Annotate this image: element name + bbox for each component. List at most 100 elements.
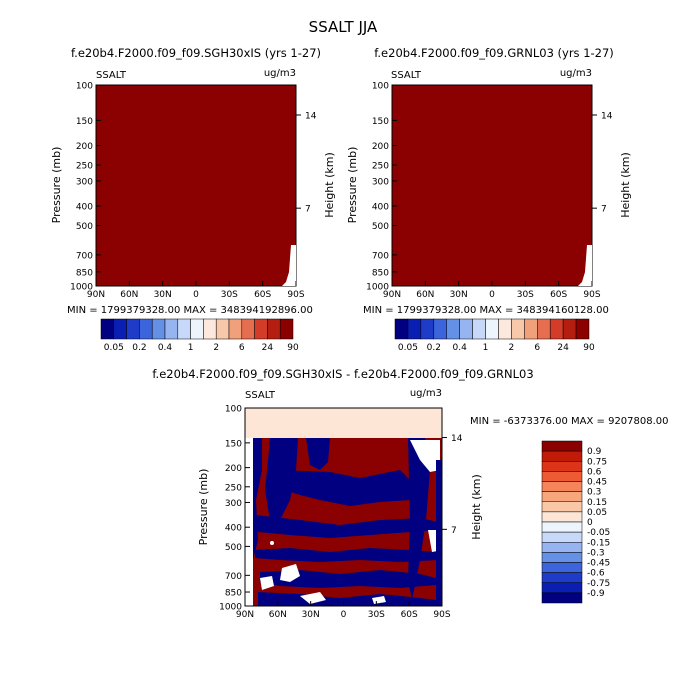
y2tick-label: 7 xyxy=(305,205,311,215)
xtick-label: 30N xyxy=(450,290,468,300)
panel-2-yticks: 100 150 200 250 300 400 500 700 850 1000 xyxy=(366,82,397,293)
ytick-label: 400 xyxy=(225,524,242,534)
xtick-label: 90S xyxy=(583,290,600,300)
ytick-label: 700 xyxy=(225,572,242,582)
panel-2-min-max: MIN = 1799379328.00 MAX = 348394160128.0… xyxy=(363,305,609,316)
ytick-label: 200 xyxy=(372,142,389,152)
panel-3-xticks: 90N 60N 30N 0 30S 60S 90S xyxy=(236,601,451,620)
colorbar-swatch xyxy=(524,318,538,340)
colorbar-label: -0.75 xyxy=(587,579,610,589)
panel-3-left-label: SSALT xyxy=(245,390,276,401)
colorbar-label: -0.3 xyxy=(587,548,605,558)
panel-3-yticks: 100 150 200 250 300 400 500 700 850 1000 xyxy=(219,405,250,613)
panel-3-min-max: MIN = -6373376.00 MAX = 9207808.00 xyxy=(470,416,669,427)
colorbar-swatch xyxy=(541,471,583,482)
colorbar-swatch xyxy=(541,582,583,594)
ytick-label: 500 xyxy=(225,543,242,553)
ytick-label: 850 xyxy=(76,268,93,278)
y2tick-label: 14 xyxy=(305,111,317,121)
ytick-label: 100 xyxy=(76,82,93,92)
colorbar-label: -0.05 xyxy=(587,528,610,538)
colorbar-swatch xyxy=(228,318,243,340)
ytick-label: 300 xyxy=(225,499,242,509)
colorbar-swatch xyxy=(541,531,583,543)
xtick-label: 60N xyxy=(120,290,138,300)
xtick-label: 0 xyxy=(489,290,495,300)
colorbar-label: -0.9 xyxy=(587,589,605,599)
colorbar-diff: 0.90.750.60.450.30.150.050-0.05-0.15-0.3… xyxy=(541,440,610,604)
colorbar-swatch xyxy=(485,318,499,340)
panel-2-xticks: 90N 60N 30N 0 30S 60S 90S xyxy=(383,281,601,300)
panel-2-y2ticks: 14 7 xyxy=(592,111,613,215)
colorbar-label: 0.2 xyxy=(427,343,441,353)
colorbar-label: 90 xyxy=(583,343,595,353)
panel-1-plot-area xyxy=(95,84,297,287)
panel-3-right-label: ug/m3 xyxy=(410,388,442,399)
panel-2: f.e20b4.F2000.f09_f09.GRNL03 (yrs 1-27) … xyxy=(346,46,632,316)
panel-2-subtitle: f.e20b4.F2000.f09_f09.GRNL03 (yrs 1-27) xyxy=(374,46,614,60)
colorbar-label: 0.75 xyxy=(587,457,607,467)
panel-1-left-label: SSALT xyxy=(96,70,127,81)
colorbar-label: 6 xyxy=(534,343,540,353)
colorbar-swatch xyxy=(541,461,583,472)
colorbar-swatch xyxy=(541,491,583,502)
colorbar-label: 0.6 xyxy=(587,467,602,477)
xtick-label: 90S xyxy=(433,610,450,620)
xtick-label: 30S xyxy=(517,290,534,300)
ytick-label: 850 xyxy=(225,589,242,599)
colorbar-label: 0.4 xyxy=(158,343,173,353)
ytick-label: 100 xyxy=(225,405,242,415)
panel-2-plot-area xyxy=(391,84,593,287)
ytick-label: 1000 xyxy=(70,283,93,293)
ytick-label: 850 xyxy=(372,268,389,278)
panel-1-y2ticks: 14 7 xyxy=(296,111,317,215)
xtick-label: 60S xyxy=(254,290,271,300)
colorbar-label: 90 xyxy=(287,343,299,353)
ytick-label: 200 xyxy=(225,464,242,474)
ytick-label: 400 xyxy=(372,203,389,213)
xtick-label: 60S xyxy=(550,290,567,300)
colorbar-swatch xyxy=(541,572,583,583)
panel-1-min-max: MIN = 1799379328.00 MAX = 348394192896.0… xyxy=(67,305,313,316)
colorbar-swatch xyxy=(151,318,166,340)
colorbar-label: 0 xyxy=(587,518,593,528)
colorbar-swatch xyxy=(241,318,255,340)
colorbar-swatch xyxy=(541,481,583,492)
colorbar-swatch xyxy=(267,318,281,340)
panel-1-ylabel: Pressure (mb) xyxy=(50,147,63,224)
colorbar-label: 2 xyxy=(213,343,219,353)
xtick-label: 0 xyxy=(341,610,347,620)
colorbar-label: 0.15 xyxy=(587,498,607,508)
panel-2-left-label: SSALT xyxy=(391,70,422,81)
colorbar-label: 1 xyxy=(188,343,194,353)
colorbar-swatch xyxy=(541,511,583,523)
xtick-label: 30N xyxy=(154,290,172,300)
diff-near-zero-band xyxy=(245,408,442,438)
xtick-label: 90N xyxy=(87,290,105,300)
colorbar-swatch xyxy=(164,318,179,340)
panel-3: f.e20b4.F2000.f09_f09.SGH30xIS - f.e20b4… xyxy=(152,367,668,620)
ytick-label: 700 xyxy=(76,251,93,261)
xtick-label: 30S xyxy=(368,610,385,620)
xtick-label: 30N xyxy=(302,610,320,620)
ytick-label: 500 xyxy=(372,222,389,232)
colorbar-label: 24 xyxy=(557,343,569,353)
colorbar-label: 24 xyxy=(262,343,274,353)
ytick-label: 150 xyxy=(225,439,242,449)
panel-2-y2label: Height (km) xyxy=(619,152,632,218)
panel-2-white-sliver xyxy=(578,245,592,286)
colorbar-swatch xyxy=(203,318,217,340)
colorbar-label: 2 xyxy=(509,343,515,353)
colorbar-swatch xyxy=(254,318,268,340)
colorbar-swatch xyxy=(394,318,409,340)
colorbar-swatch xyxy=(541,562,583,573)
colorbar-swatch xyxy=(113,318,127,340)
ytick-label: 250 xyxy=(225,483,242,493)
ytick-label: 700 xyxy=(372,251,389,261)
colorbar-swatch xyxy=(541,450,583,462)
colorbar-swatch xyxy=(541,592,583,604)
colorbar-label: -0.45 xyxy=(587,559,610,569)
xtick-label: 90N xyxy=(236,610,254,620)
panel-3-y2label: Height (km) xyxy=(470,474,483,540)
colorbar-swatch xyxy=(562,318,577,340)
